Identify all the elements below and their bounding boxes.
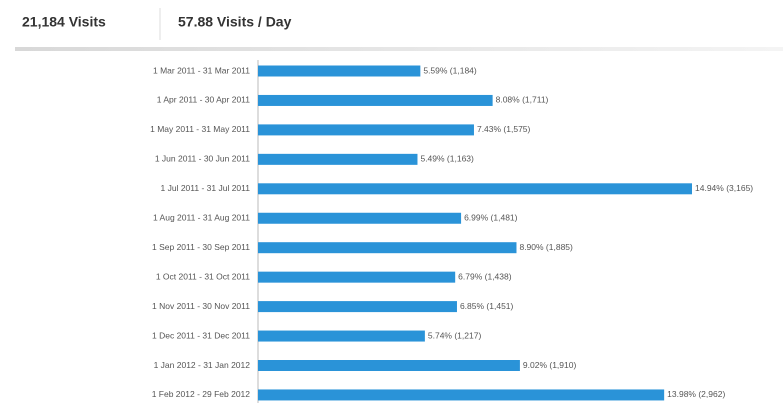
value-label: 8.90% (1,885) bbox=[519, 242, 573, 252]
category-label: 1 Feb 2012 - 29 Feb 2012 bbox=[152, 389, 251, 399]
value-label: 13.98% (2,962) bbox=[667, 389, 725, 399]
value-label: 9.02% (1,910) bbox=[523, 360, 577, 370]
category-label: 1 Sep 2011 - 30 Sep 2011 bbox=[152, 242, 250, 252]
value-label: 8.08% (1,711) bbox=[496, 95, 549, 105]
category-label: 1 Jul 2011 - 31 Jul 2011 bbox=[161, 183, 251, 193]
value-label: 5.74% (1,217) bbox=[428, 330, 482, 340]
bar bbox=[258, 153, 418, 165]
bar bbox=[258, 242, 517, 254]
value-label: 6.99% (1,481) bbox=[464, 213, 518, 223]
value-label: 5.59% (1,184) bbox=[423, 65, 477, 75]
value-label: 5.49% (1,163) bbox=[420, 154, 474, 164]
bar bbox=[258, 183, 692, 195]
category-label: 1 Aug 2011 - 31 Aug 2011 bbox=[153, 213, 250, 223]
value-label: 14.94% (3,165) bbox=[695, 183, 753, 193]
bar bbox=[258, 212, 462, 224]
category-label: 1 Jun 2011 - 30 Jun 2011 bbox=[155, 154, 250, 164]
value-label: 6.79% (1,438) bbox=[458, 271, 512, 281]
value-label: 6.85% (1,451) bbox=[460, 301, 514, 311]
bar bbox=[258, 330, 425, 342]
bar bbox=[258, 271, 456, 283]
header-rule bbox=[15, 47, 783, 51]
bar bbox=[258, 65, 421, 77]
category-label: 1 Apr 2011 - 30 Apr 2011 bbox=[157, 95, 251, 105]
category-label: 1 Nov 2011 - 30 Nov 2011 bbox=[152, 301, 250, 311]
bar bbox=[258, 389, 665, 401]
bar bbox=[258, 94, 493, 106]
visits-per-day: 57.88 Visits / Day bbox=[178, 14, 292, 30]
bar bbox=[258, 301, 457, 313]
category-label: 1 May 2011 - 31 May 2011 bbox=[150, 124, 250, 134]
total-visits: 21,184 Visits bbox=[22, 14, 106, 30]
bar bbox=[258, 124, 474, 136]
category-label: 1 Jan 2012 - 31 Jan 2012 bbox=[154, 360, 251, 370]
bar bbox=[258, 360, 520, 371]
category-label: 1 Mar 2011 - 31 Mar 2011 bbox=[153, 65, 250, 75]
category-label: 1 Oct 2011 - 31 Oct 2011 bbox=[156, 271, 250, 281]
value-label: 7.43% (1,575) bbox=[477, 124, 531, 134]
category-label: 1 Dec 2011 - 31 Dec 2011 bbox=[152, 330, 250, 340]
